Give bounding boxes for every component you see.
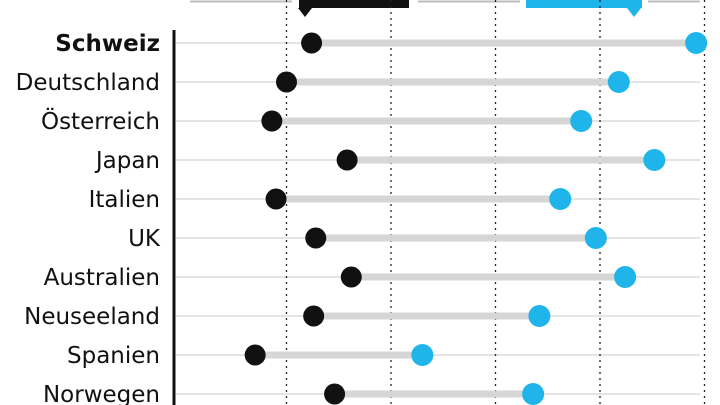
end-dot — [607, 71, 630, 93]
start-dot — [261, 110, 283, 132]
legend-box-1 — [299, 0, 409, 8]
end-dot — [685, 32, 708, 54]
category-label: Italien — [89, 187, 160, 213]
category-label: Norwegen — [43, 382, 160, 405]
end-dot — [570, 110, 593, 132]
legend-pointer-1 — [298, 8, 312, 17]
start-dot — [276, 71, 297, 93]
start-dot — [340, 266, 362, 288]
start-dot — [324, 383, 346, 405]
end-dot — [522, 383, 545, 405]
start-dot — [303, 305, 325, 327]
end-dot — [643, 149, 666, 171]
end-dot — [411, 344, 434, 366]
end-dot — [528, 305, 551, 327]
category-label: Spanien — [67, 343, 160, 369]
start-dot — [301, 32, 323, 54]
start-dot — [244, 344, 266, 366]
category-label: Australien — [44, 265, 160, 291]
start-dot — [265, 188, 287, 210]
legend-pointer-2 — [627, 8, 641, 17]
category-label: Japan — [94, 148, 160, 174]
category-label: Österreich — [41, 107, 160, 135]
start-dot — [305, 227, 327, 249]
end-dot — [549, 188, 572, 210]
end-dot — [584, 227, 607, 249]
category-label: UK — [128, 226, 161, 252]
end-dot — [614, 266, 637, 288]
category-label: Schweiz — [55, 31, 160, 57]
category-label: Neuseeland — [24, 304, 160, 330]
category-label: Deutschland — [16, 70, 160, 96]
legend-box-2 — [526, 0, 642, 8]
start-dot — [336, 149, 358, 171]
